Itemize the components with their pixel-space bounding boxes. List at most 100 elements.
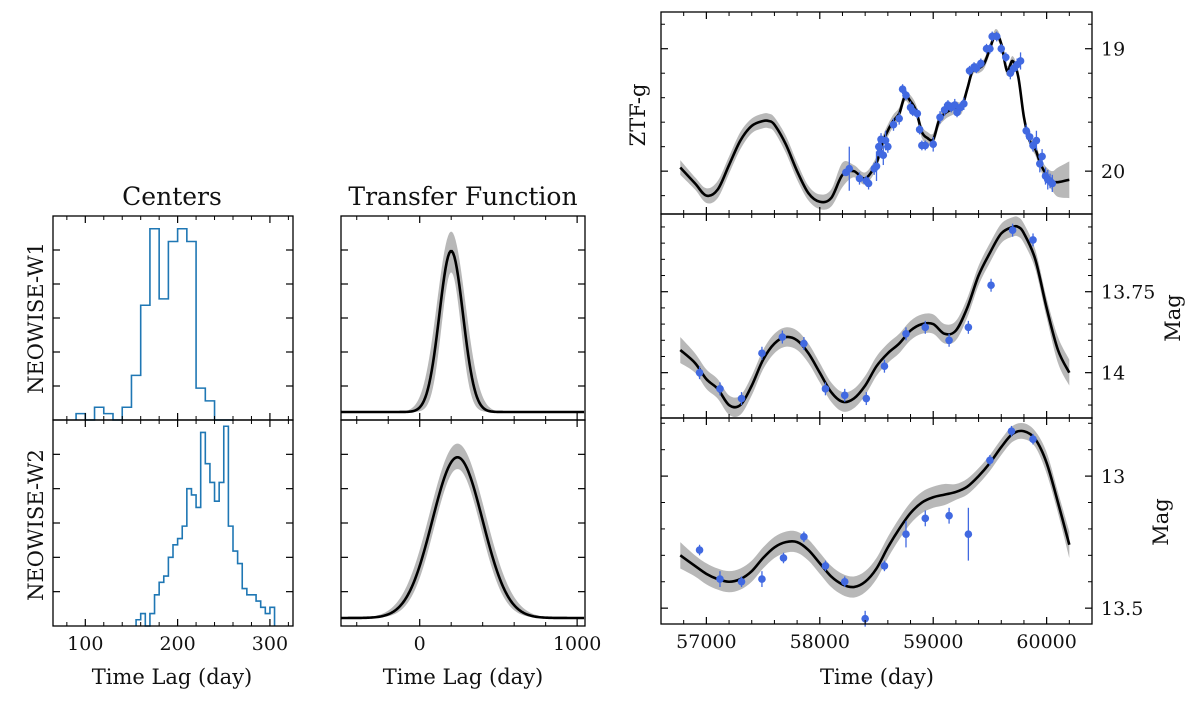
lc-ztf-g-data-point	[921, 141, 930, 150]
lc-ztf-g-data-point	[997, 44, 1006, 53]
lc-w2-data-point	[800, 533, 808, 541]
centers-w2-xtick-label: 300	[252, 633, 288, 655]
lc-w1-data-point	[716, 385, 724, 393]
lc-w2-data-point	[1029, 435, 1037, 443]
lc-ztf-g-data-point	[879, 151, 888, 160]
time-xlabel: Time (day)	[820, 665, 934, 689]
lc-w1-ylabel: Mag	[1161, 294, 1185, 341]
lc-ztf-g-data-point	[855, 174, 864, 183]
lc-ztf-g-ylabel: ZTF-g	[626, 84, 650, 147]
lc-ztf-g-data-point	[960, 100, 968, 108]
lc-ztf-g-data-point	[986, 44, 994, 53]
centers-w2-histogram-step	[135, 425, 276, 627]
lc-w1-panel: 13.75 14	[660, 213, 1155, 419]
lc-w1-data-point	[800, 339, 808, 348]
lc-w2-frame	[660, 417, 1093, 625]
lc-w2-data-point	[986, 456, 994, 465]
transfer-function-title: Transfer Function	[348, 182, 577, 211]
lc-w2-data-point	[964, 530, 973, 539]
lc-ztf-g-data-point	[1016, 57, 1025, 65]
lc-ztf-g-data-point	[972, 64, 981, 73]
transfer-xlabel: Time Lag (day)	[383, 665, 544, 689]
lc-w1-data-point	[880, 362, 889, 370]
lc-w1-data-point	[778, 333, 787, 341]
lc-w2-ytick-label: 13	[1101, 466, 1125, 488]
lc-ztf-g-data-point	[929, 140, 938, 149]
centers-w2-panel: 100 200 300	[52, 419, 294, 655]
lc-ztf-g-data-point	[1022, 126, 1031, 135]
transfer-w2-transfer-curve	[340, 456, 585, 620]
lc-w2-data-point	[880, 562, 889, 570]
lc-w2-data-point	[902, 530, 910, 539]
lc-w2-data-point	[945, 511, 953, 520]
lc-w1-data-point	[1029, 236, 1037, 244]
lc-ztf-g-data-point	[902, 91, 910, 100]
lc-w1-model-curve	[679, 224, 1071, 409]
lc-w1-data-point	[737, 394, 746, 403]
lc-w1-data-point	[1008, 226, 1017, 234]
lc-w2-xtick-label: 60000	[1016, 631, 1076, 653]
lc-w2-model-curve	[679, 429, 1071, 589]
centers-w2-xtick-label: 200	[159, 633, 195, 655]
lc-w2-uncertainty-band	[680, 422, 1070, 598]
lc-w1-data-point	[695, 368, 704, 377]
lc-w2-data-point	[821, 562, 830, 570]
lc-w1-ytick-label: 14	[1101, 363, 1125, 385]
lc-ztf-g-data-point	[895, 114, 903, 123]
lc-ztf-g-data-point	[992, 32, 1001, 41]
lc-w1-data-point	[821, 385, 830, 393]
lc-ztf-g-data-point	[1032, 136, 1041, 145]
lc-ztf-g-data-point	[913, 109, 922, 118]
lc-w2-data-point	[861, 614, 869, 623]
lc-w2-data-point	[716, 575, 724, 583]
lc-ztf-g-data-point	[915, 125, 924, 134]
lc-w2-xtick-label: 58000	[790, 631, 850, 653]
lc-w2-data-point	[758, 575, 766, 583]
transfer-w1-panel	[340, 215, 586, 421]
lc-ztf-g-data-point	[872, 162, 881, 171]
lc-ztf-g-data-point	[884, 142, 892, 151]
lc-w1-uncertainty-band	[680, 216, 1070, 417]
lc-ztf-g-uncertainty-band	[680, 29, 1070, 210]
lc-ztf-g-data-point	[1025, 133, 1034, 141]
transfer-w2-uncertainty-band	[341, 443, 585, 618]
lc-ztf-g-data-point	[1048, 179, 1057, 188]
centers-w2-xtick-label: 100	[67, 633, 103, 655]
lc-w1-data-point	[840, 391, 849, 400]
lc-ztf-g-data-point	[1038, 152, 1046, 161]
centers-w1-frame	[52, 215, 294, 421]
lc-w1-data-point	[758, 349, 766, 358]
transfer-w2-xtick-label: 0	[414, 633, 426, 655]
lc-w1-data-point	[862, 394, 871, 403]
lc-ztf-g-data-point	[889, 120, 898, 129]
lc-w1-data-point	[921, 323, 930, 332]
lc-ztf-g-data-point	[845, 164, 854, 173]
lc-ztf-g-ytick-label: 20	[1101, 161, 1125, 183]
lc-ztf-g-data-point	[864, 179, 873, 188]
lc-w2-data-point	[921, 514, 930, 523]
transfer-w2-panel: 0 1000	[340, 419, 601, 655]
transfer-w2-xtick-label: 1000	[553, 633, 601, 655]
lc-w2-ytick-label: 13.5	[1101, 598, 1143, 620]
transfer-w1-transfer-curve	[341, 249, 585, 414]
lc-w2-xtick-label: 59000	[903, 631, 963, 653]
lc-ztf-g-data-point	[950, 101, 959, 109]
centers-w2-frame	[52, 419, 294, 627]
lc-w1-ytick-label: 13.75	[1101, 282, 1155, 304]
lc-w2-data-point	[840, 577, 849, 586]
lc-ztf-g-data-point	[1002, 53, 1010, 62]
lc-ztf-g-frame	[660, 11, 1093, 215]
lc-ztf-g-ytick-label: 19	[1101, 39, 1125, 61]
centers-w1-panel	[52, 215, 294, 421]
lc-ztf-g-data-point	[936, 113, 944, 122]
lc-w2-data-point	[1007, 427, 1016, 436]
lc-w2-data-point	[737, 577, 746, 586]
centers-w1-histogram-step	[75, 227, 233, 421]
lc-w1-data-point	[945, 336, 953, 345]
lc-ztf-g-data-point	[898, 85, 907, 93]
centers-xlabel: Time Lag (day)	[92, 665, 253, 689]
lc-ztf-g-data-point	[977, 59, 985, 68]
lc-w2-ylabel: Mag	[1149, 498, 1173, 545]
